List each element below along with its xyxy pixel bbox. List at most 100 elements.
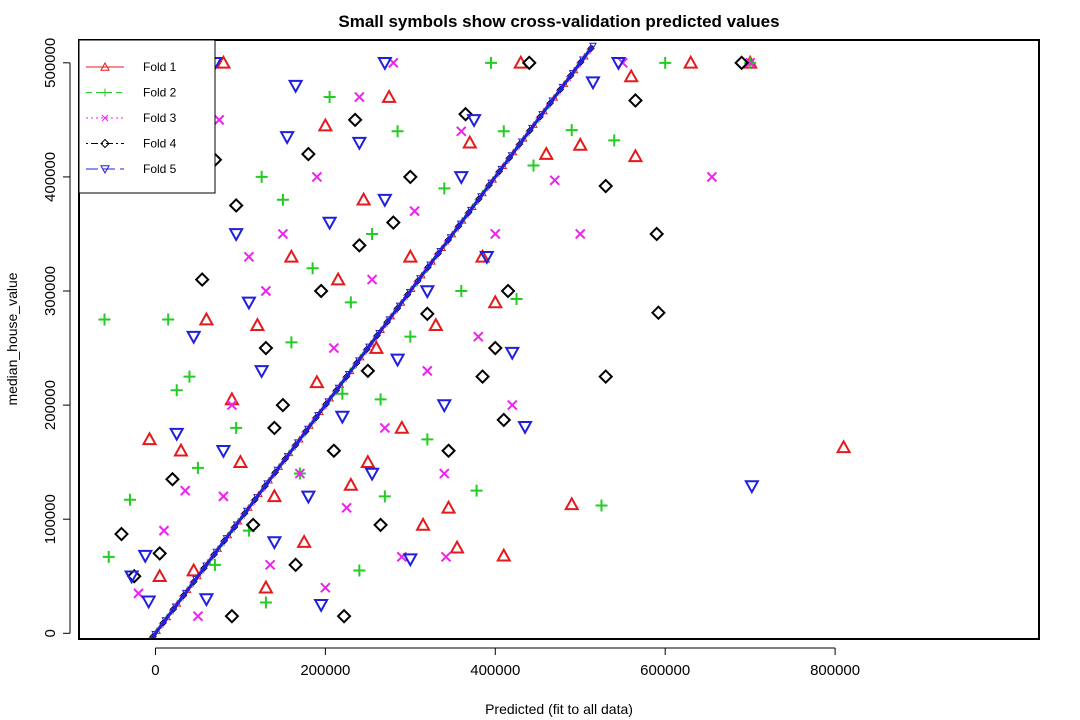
data-point bbox=[479, 250, 495, 265]
legend-symbol bbox=[101, 88, 109, 97]
data-point bbox=[475, 369, 490, 384]
data-point bbox=[226, 399, 238, 411]
data-point bbox=[264, 559, 276, 571]
data-point bbox=[378, 490, 391, 503]
data-point bbox=[232, 454, 249, 468]
data-point bbox=[419, 285, 436, 300]
data-point bbox=[385, 215, 401, 230]
data-point bbox=[507, 399, 518, 411]
data-point bbox=[266, 536, 283, 551]
data-point bbox=[449, 539, 465, 554]
data-point bbox=[224, 608, 240, 624]
data-point bbox=[379, 422, 391, 434]
data-point bbox=[279, 131, 295, 146]
data-point bbox=[317, 117, 334, 132]
data-point bbox=[185, 562, 202, 577]
data-point bbox=[409, 205, 420, 217]
data-point bbox=[323, 91, 336, 104]
x-tick-label: 800000 bbox=[810, 662, 860, 679]
legend-symbol bbox=[100, 138, 110, 149]
data-point bbox=[137, 549, 153, 564]
data-point bbox=[253, 365, 270, 379]
data-point bbox=[436, 399, 453, 414]
data-point bbox=[341, 502, 352, 513]
data-point bbox=[360, 363, 376, 379]
data-point bbox=[598, 178, 614, 194]
data-point bbox=[402, 248, 419, 263]
data-point bbox=[575, 228, 586, 240]
data-point bbox=[194, 272, 210, 288]
data-point bbox=[473, 331, 484, 342]
data-point bbox=[351, 136, 368, 151]
data-point bbox=[628, 93, 643, 108]
data-point bbox=[336, 387, 349, 400]
data-point bbox=[276, 193, 289, 206]
data-point bbox=[439, 468, 450, 479]
data-point bbox=[440, 499, 457, 514]
data-point bbox=[497, 125, 510, 138]
data-point bbox=[218, 491, 229, 502]
y-tick-label: 0 bbox=[42, 629, 59, 637]
data-point bbox=[266, 488, 283, 503]
data-point bbox=[140, 595, 157, 610]
data-point bbox=[215, 54, 232, 69]
data-point bbox=[266, 420, 282, 436]
data-point bbox=[366, 274, 378, 285]
data-point bbox=[353, 564, 366, 577]
data-point bbox=[123, 570, 140, 585]
data-point bbox=[326, 443, 342, 459]
data-point bbox=[228, 228, 244, 243]
data-point bbox=[168, 427, 185, 442]
data-point bbox=[152, 568, 168, 583]
data-point bbox=[334, 410, 351, 425]
data-point bbox=[313, 598, 329, 613]
y-tick-label: 300000 bbox=[42, 266, 59, 316]
data-point bbox=[835, 439, 852, 454]
data-point bbox=[183, 370, 196, 383]
data-point bbox=[102, 550, 115, 563]
data-point bbox=[650, 305, 666, 321]
data-point bbox=[192, 610, 204, 622]
data-point bbox=[415, 516, 431, 531]
y-tick-label: 200000 bbox=[42, 380, 59, 430]
data-point bbox=[374, 393, 387, 406]
data-point bbox=[249, 317, 266, 332]
data-point bbox=[123, 493, 136, 506]
data-point bbox=[422, 365, 433, 377]
data-point bbox=[283, 248, 300, 263]
data-point bbox=[343, 476, 359, 491]
data-point bbox=[152, 546, 168, 561]
data-point bbox=[311, 171, 323, 183]
data-point bbox=[585, 76, 601, 91]
x-axis-label: Predicted (fit to all data) bbox=[485, 701, 633, 717]
data-point bbox=[394, 419, 410, 434]
data-point bbox=[608, 134, 621, 147]
fit-line bbox=[149, 44, 595, 639]
legend-label: Fold 3 bbox=[143, 111, 177, 125]
data-point bbox=[381, 88, 397, 103]
data-point bbox=[682, 54, 699, 69]
data-point bbox=[490, 228, 501, 240]
x-tick-label: 400000 bbox=[470, 662, 520, 679]
data-point bbox=[98, 313, 111, 326]
data-point bbox=[173, 442, 189, 457]
data-point bbox=[141, 431, 158, 446]
data-point bbox=[126, 568, 142, 584]
data-point bbox=[564, 496, 580, 511]
data-point bbox=[487, 294, 503, 309]
data-point bbox=[260, 285, 272, 297]
data-point bbox=[313, 283, 329, 299]
data-point bbox=[706, 171, 718, 183]
data-point bbox=[277, 228, 289, 240]
x-axis: 0 200000 400000 600000 800000 bbox=[151, 647, 860, 679]
data-point bbox=[344, 296, 357, 309]
data-point bbox=[504, 346, 520, 361]
data-point bbox=[321, 216, 338, 231]
data-point bbox=[441, 443, 456, 459]
data-point bbox=[243, 251, 255, 262]
data-point bbox=[208, 558, 221, 571]
data-point bbox=[158, 525, 170, 536]
data-point bbox=[402, 553, 419, 568]
data-point bbox=[462, 134, 478, 149]
data-point bbox=[179, 485, 191, 496]
